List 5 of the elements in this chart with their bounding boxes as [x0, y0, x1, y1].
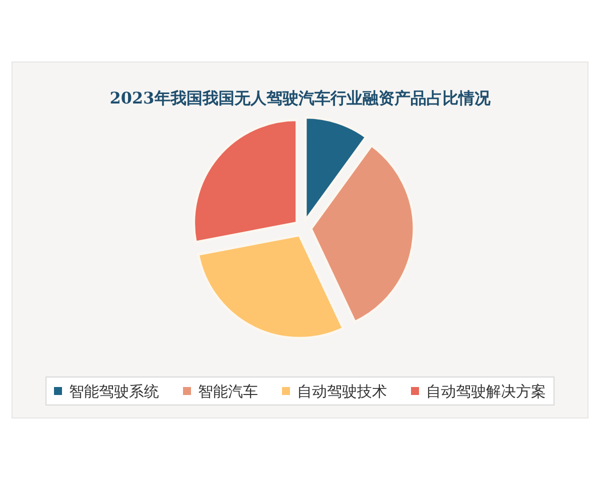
- legend-label: 智能驾驶系统: [69, 382, 159, 400]
- legend-label: 自动驾驶解决方案: [426, 382, 546, 400]
- chart-title: 2023年我国我国无人驾驶汽车行业融资产品占比情况: [110, 88, 492, 108]
- legend-label: 智能汽车: [198, 382, 258, 400]
- legend-label: 自动驾驶技术: [297, 382, 387, 400]
